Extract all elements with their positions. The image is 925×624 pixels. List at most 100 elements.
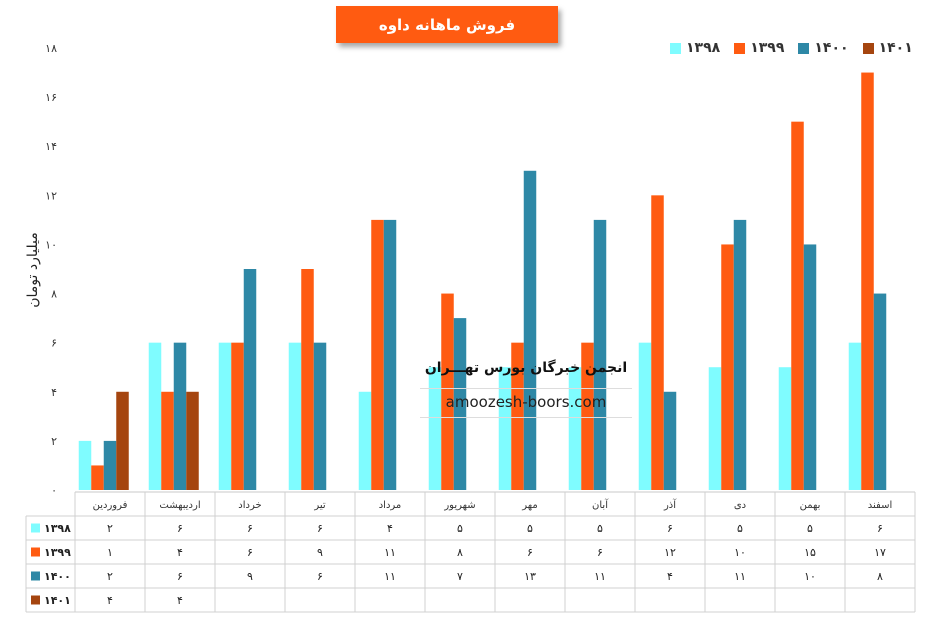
bars [78,72,887,491]
bar [791,121,804,491]
y-tick-label: ۱۶ [45,91,57,104]
legend-label-1400: ۱۴۰۰ [814,40,849,56]
bar [523,170,537,490]
category-label: اردیبهشت [159,500,200,511]
table-cell-value: ۸ [457,546,463,559]
bar [78,440,92,490]
bar [651,195,664,491]
y-tick-label: ۱۴ [45,140,57,153]
y-tick-label: ۶ [51,337,57,350]
table-cell-value: ۶ [317,570,323,583]
y-tick-label: ۰ [51,484,57,497]
y-tick-label: ۸ [51,288,57,301]
category-label: آذر [663,498,677,511]
bar [733,219,747,490]
category-label: اسفند [868,500,892,511]
table-cell-value: ۴ [667,570,673,583]
legend-item-1400: ۱۴۰۰ [798,40,849,56]
bar [186,391,199,490]
legend-swatch-1399 [734,42,746,54]
legend: ۱۳۹۸ ۱۳۹۹ ۱۴۰۰ ۱۴۰۱ [670,40,913,56]
bar [91,465,104,490]
bar [663,391,677,490]
row-label: ۱۳۹۹ [44,546,71,559]
table-cell-value: ۱۲ [664,546,676,559]
legend-item-1401: ۱۴۰۱ [862,40,913,56]
category-label: فروردین [93,500,128,511]
table-cell-value: ۱۷ [874,546,886,559]
bar [313,342,327,490]
bar [708,367,722,490]
category-label: دی [734,500,746,511]
bar [231,342,244,490]
table-cell-value: ۱۱ [594,570,606,583]
table-cell-value: ۱۱ [734,570,746,583]
row-label: ۱۴۰۰ [44,570,71,583]
table-cell-value: ۶ [667,522,673,535]
table-cell-value: ۲ [107,570,113,583]
table-cell-value: ۲ [107,522,113,535]
table-cell-value: ۴ [387,522,393,535]
legend-swatch-1400 [798,42,810,54]
category-label: آبان [592,498,609,511]
bar [453,318,467,490]
table-cell-value: ۹ [247,570,253,583]
bar [243,269,257,490]
row-label: ۱۳۹۸ [44,522,71,535]
table-cell-value: ۵ [527,522,533,535]
category-label: مهر [521,500,537,511]
row-legend-swatch [31,595,40,605]
legend-swatch-1401 [862,42,874,54]
watermark-divider-2 [420,417,632,418]
row-legend-swatch [31,571,40,581]
table-cell-value: ۷ [457,570,463,583]
data-table: فروردین اردیبهشت خرداد تیر مرداد شهریور مهر آبا… [25,491,916,613]
row-legend-swatch [31,547,40,557]
bar [873,293,887,490]
table-cell-value: ۶ [597,546,603,559]
watermark-title: انجمن خبرگان بورس تهـــران [424,360,628,376]
legend-label-1398: ۱۳۹۸ [686,40,721,56]
table-cell-value: ۴ [177,546,183,559]
y-tick-label: ۱۲ [45,189,57,202]
y-tick-label: ۴ [51,386,57,399]
table-cell-value: ۹ [317,546,323,559]
table-cell-value: ۱۰ [734,546,746,559]
bar [593,219,607,490]
table-cell-value: ۵ [457,522,463,535]
bar [778,367,792,490]
table-cell-value: ۱۱ [384,546,396,559]
bar [358,391,372,490]
bar [383,219,397,490]
legend-label-1399: ۱۳۹۹ [750,40,785,56]
table-cell-value: ۶ [247,546,253,559]
table-cell-value: ۴ [177,594,183,607]
y-axis-ticks: ۰ ۲ ۴ ۶ ۸ ۱۰ ۱۲ ۱۴ ۱۶ ۱۸ [45,42,57,497]
table-cell-value: ۶ [177,522,183,535]
chart-title: فروش ماهانه داوه [336,6,558,43]
table-cell-value: ۱۵ [804,546,816,559]
bar [148,342,162,490]
bar [721,244,734,490]
legend-label-1401: ۱۴۰۱ [878,40,913,56]
bar [861,72,874,491]
table-cell-value: ۶ [177,570,183,583]
y-tick-label: ۲ [51,435,57,448]
bar [428,367,442,490]
table-cell-value: ۶ [527,546,533,559]
bar [441,293,454,490]
bar [218,342,232,490]
bar [173,342,187,490]
y-tick-label: ۱۸ [45,42,57,55]
legend-item-1399: ۱۳۹۹ [734,40,784,56]
table-cell-value: ۱ [107,546,113,559]
table-cell-value: ۶ [247,522,253,535]
bar [581,342,594,490]
table-cell-value: ۶ [877,522,883,535]
row-label: ۱۴۰۱ [44,594,71,607]
bar [638,342,652,490]
watermark-url: amoozesh-boors.com [445,393,607,411]
bar [371,219,384,490]
bar [301,269,314,490]
